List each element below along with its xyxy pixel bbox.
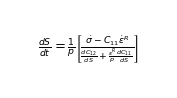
Text: $\frac{dS}{dt} = \frac{1}{p}\left[\frac{\dot{\sigma} - C_{11}\dot{\varepsilon}^{: $\frac{dS}{dt} = \frac{1}{p}\left[\frac{…: [38, 33, 139, 65]
